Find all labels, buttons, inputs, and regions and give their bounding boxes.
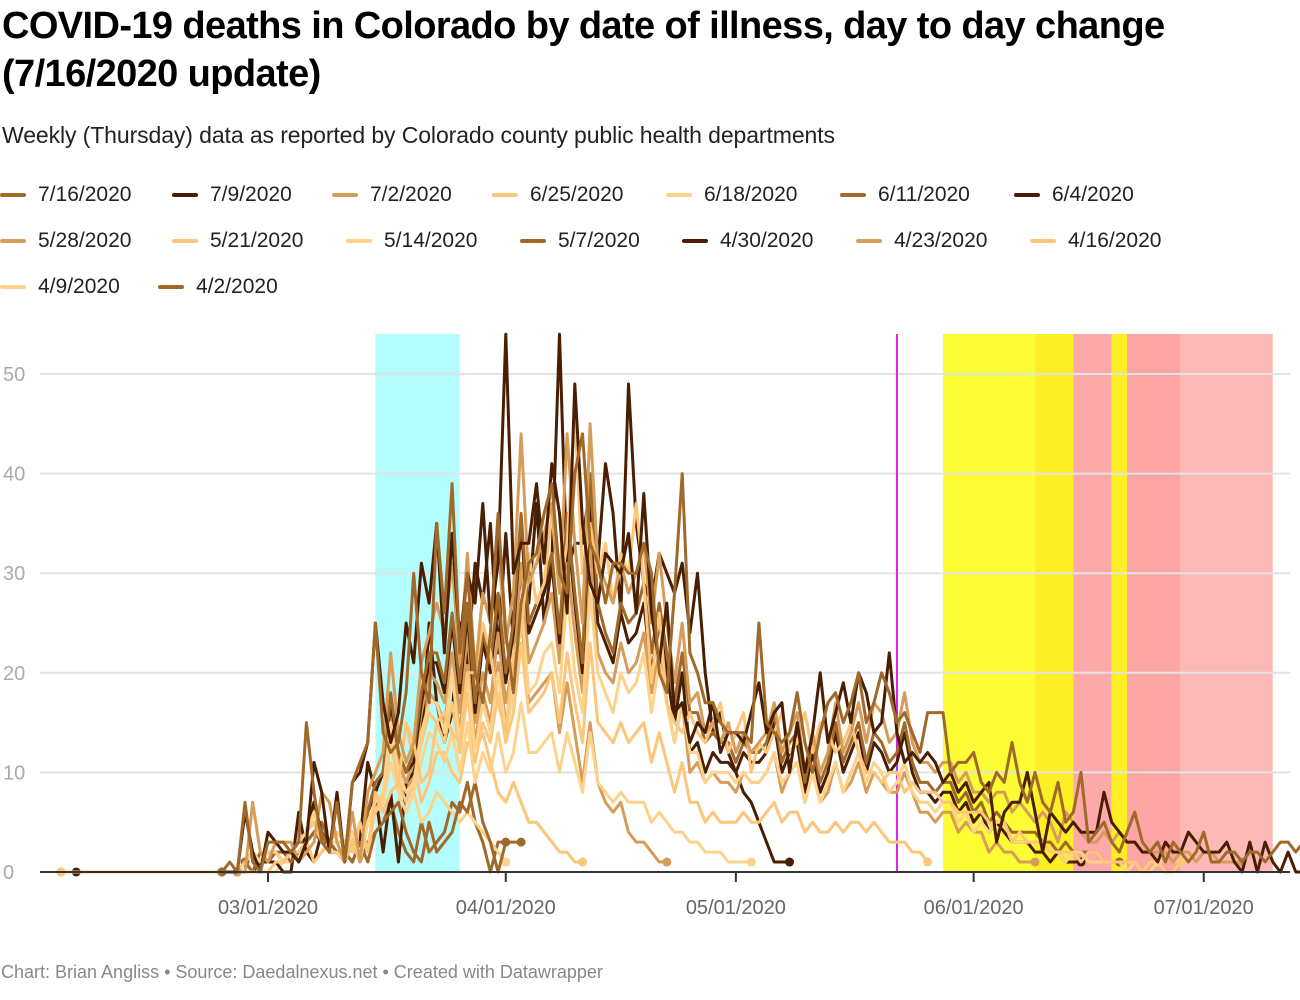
legend-item[interactable]: 4/23/2020 <box>856 224 987 258</box>
legend-swatch <box>172 193 198 197</box>
legend-swatch <box>666 193 692 197</box>
legend-label: 6/11/2020 <box>878 183 970 206</box>
y-tick-label: 10 <box>3 762 25 784</box>
legend-label: 6/18/2020 <box>704 183 798 206</box>
highlight-band <box>1111 334 1128 872</box>
x-axis: 03/01/2020 04/01/2020 05/01/2020 06/01/2020… <box>40 871 1290 919</box>
chart-credits: Chart: Brian Angliss • Source: Daedalnex… <box>1 962 603 982</box>
legend-swatch <box>346 239 372 243</box>
legend-label: 7/9/2020 <box>210 183 292 206</box>
legend-item[interactable]: 6/11/2020 <box>840 178 970 212</box>
series-end-point[interactable] <box>501 857 511 867</box>
legend-swatch <box>332 193 358 197</box>
legend-item[interactable]: 5/21/2020 <box>172 224 303 258</box>
legend-item[interactable]: 7/2/2020 <box>332 178 452 212</box>
legend-item[interactable]: 6/4/2020 <box>1014 178 1134 212</box>
y-tick-label: 30 <box>3 563 25 585</box>
legend-item[interactable]: 6/25/2020 <box>492 178 623 212</box>
legend-label: 4/2/2020 <box>196 275 278 298</box>
legend-item[interactable]: 5/7/2020 <box>520 224 640 258</box>
legend-label: 4/9/2020 <box>38 275 120 298</box>
legend-item[interactable]: 6/18/2020 <box>666 178 797 212</box>
y-tick-label: 40 <box>3 464 25 486</box>
series-end-point[interactable] <box>746 857 756 867</box>
legend-item[interactable]: 4/16/2020 <box>1030 224 1161 258</box>
series-end-point[interactable] <box>1030 857 1040 867</box>
legend-swatch <box>520 239 546 243</box>
series-line[interactable] <box>235 641 930 874</box>
legend-label: 4/30/2020 <box>720 229 814 252</box>
series-line[interactable] <box>220 432 1300 874</box>
highlight-band <box>1127 334 1181 872</box>
legend-swatch <box>682 239 708 243</box>
x-tick-label: 04/01/2020 <box>456 897 556 919</box>
legend-item[interactable]: 4/9/2020 <box>0 270 120 304</box>
chart-subtitle: Weekly (Thursday) data as reported by Co… <box>2 122 835 148</box>
highlight-band <box>1073 334 1112 872</box>
legend-swatch <box>0 239 26 243</box>
legend-swatch <box>1014 193 1040 197</box>
legend-label: 5/7/2020 <box>558 229 640 252</box>
x-tick-label: 07/01/2020 <box>1154 897 1254 919</box>
legend-label: 4/16/2020 <box>1068 229 1162 252</box>
series-end-point[interactable] <box>662 857 672 867</box>
y-tick-label: 50 <box>3 364 25 386</box>
series-end-point[interactable] <box>577 857 587 867</box>
legend-swatch <box>158 285 184 289</box>
legend-label: 4/23/2020 <box>894 229 988 252</box>
x-tick-label: 03/01/2020 <box>218 897 318 919</box>
legend-item[interactable]: 5/28/2020 <box>0 224 131 258</box>
legend-item[interactable]: 5/14/2020 <box>346 224 477 258</box>
highlight-band <box>1180 334 1273 872</box>
y-tick-label: 20 <box>3 663 25 685</box>
legend-label: 5/28/2020 <box>38 229 132 252</box>
legend-item[interactable]: 7/9/2020 <box>172 178 292 212</box>
legend-label: 7/16/2020 <box>38 183 132 206</box>
legend-swatch <box>172 239 198 243</box>
legend-label: 5/21/2020 <box>210 229 304 252</box>
legend-item[interactable]: 4/2/2020 <box>158 270 278 304</box>
series-line[interactable] <box>235 472 1121 874</box>
series-end-point[interactable] <box>785 857 795 867</box>
series-end-point[interactable] <box>1176 857 1186 867</box>
legend-swatch <box>840 193 866 197</box>
x-tick-label: 06/01/2020 <box>924 897 1024 919</box>
chart-title: COVID-19 deaths in Colorado by date of i… <box>2 5 1165 95</box>
legend-label: 6/4/2020 <box>1052 183 1134 206</box>
legend-label: 5/14/2020 <box>384 229 478 252</box>
legend-swatch <box>0 193 26 197</box>
legend-item[interactable]: 4/30/2020 <box>682 224 813 258</box>
legend-label: 7/2/2020 <box>370 183 452 206</box>
series-end-point[interactable] <box>923 857 933 867</box>
legend-swatch <box>0 285 26 289</box>
legend-swatch <box>492 193 518 197</box>
highlight-band <box>1035 334 1074 872</box>
legend-swatch <box>856 239 882 243</box>
y-tick-label: 0 <box>3 862 14 884</box>
legend-item[interactable]: 7/16/2020 <box>0 178 131 212</box>
x-tick-label: 05/01/2020 <box>686 897 786 919</box>
legend-label: 6/25/2020 <box>530 183 624 206</box>
legend-swatch <box>1030 239 1056 243</box>
series-end-point[interactable] <box>516 837 526 847</box>
